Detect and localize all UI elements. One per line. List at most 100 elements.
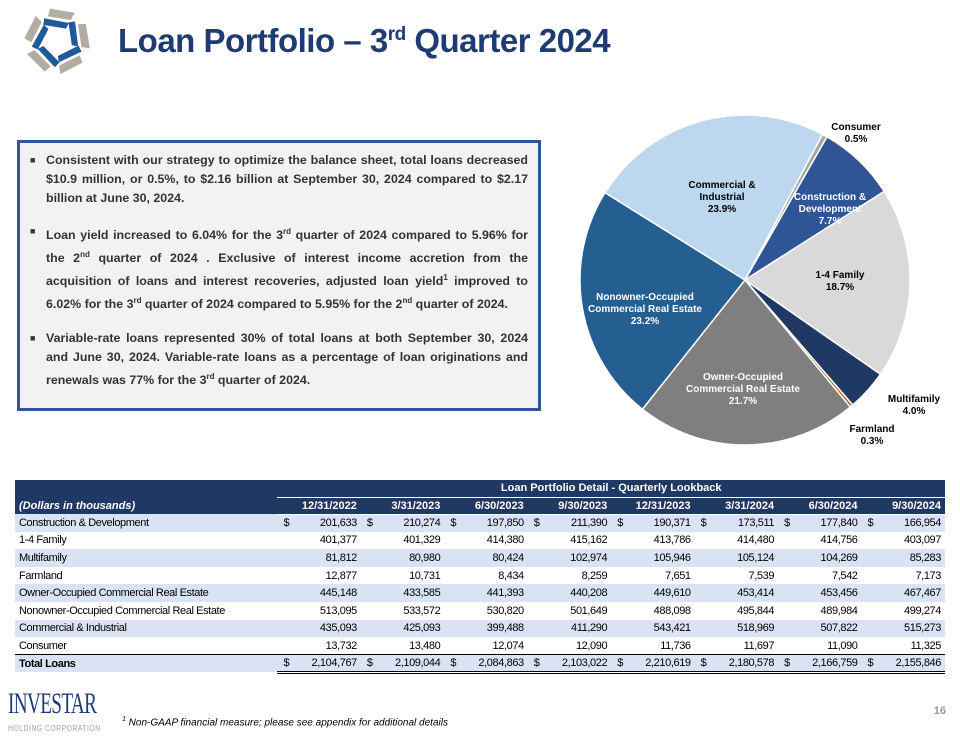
currency-symbol xyxy=(611,637,630,656)
currency-symbol xyxy=(444,619,463,638)
table-row: Consumer 13,732 13,480 12,074 12,090 11,736 11… xyxy=(15,637,945,656)
currency-symbol xyxy=(444,549,463,567)
table-row: 1-4 Family 401,377 401,329 414,380 415,162 41… xyxy=(15,532,945,550)
currency-symbol xyxy=(778,637,797,656)
cell-value: 433,585 xyxy=(378,584,445,602)
currency-symbol xyxy=(527,619,546,638)
cell-value: 12,074 xyxy=(462,637,528,656)
cell-value: 415,162 xyxy=(570,534,608,547)
column-header: 6/30/2024 xyxy=(778,497,862,515)
row-label: Nonowner-Occupied Commercial Real Estate xyxy=(19,604,225,617)
currency-symbol: $ xyxy=(694,514,713,532)
column-header: 6/30/2023 xyxy=(444,497,528,515)
currency-symbol xyxy=(277,567,295,585)
currency-symbol xyxy=(861,637,880,656)
table-row: Nonowner-Occupied Commercial Real Estate… xyxy=(15,602,945,620)
currency-symbol xyxy=(528,602,546,620)
cell-value: 533,572 xyxy=(403,604,441,617)
bullet-1: ■ Consistent with our strategy to optimiz… xyxy=(30,151,528,208)
currency-symbol xyxy=(527,549,546,567)
page-title: Loan Portfolio – 3rd Quarter 2024 xyxy=(118,22,611,59)
cell-value: 105,946 xyxy=(629,549,695,567)
loan-portfolio-table: Loan Portfolio Detail - Quarterly Lookba… xyxy=(15,480,945,674)
currency-symbol xyxy=(527,584,546,602)
cell-value: 413,786 xyxy=(653,534,691,547)
currency-symbol xyxy=(611,567,629,585)
cell-value: 403,097 xyxy=(904,534,941,547)
cell-value: 401,377 xyxy=(319,534,357,547)
currency-symbol: $ xyxy=(778,514,797,532)
pie-label: Nonowner-Occupied Commercial Real Estate 2… xyxy=(588,292,702,327)
row-label: Multifamily xyxy=(15,549,278,567)
unit-label: (Dollars in thousands) xyxy=(15,497,278,514)
currency-symbol xyxy=(861,619,880,638)
row-label: Consumer xyxy=(15,637,278,656)
currency-symbol: $ xyxy=(277,654,296,674)
cell-value: 2,104,767 xyxy=(295,654,361,674)
currency-symbol: $ xyxy=(527,654,546,674)
cell-value: 414,380 xyxy=(486,534,524,547)
currency-symbol xyxy=(694,637,713,656)
cell-value: 543,421 xyxy=(629,619,695,638)
cell-value: 2,155,846 xyxy=(879,654,945,674)
currency-symbol xyxy=(277,637,296,656)
bullet-icon: ■ xyxy=(30,155,36,165)
cell-value: 440,208 xyxy=(545,584,612,602)
cell-value: 7,542 xyxy=(831,569,858,582)
currency-symbol xyxy=(778,549,797,567)
currency-symbol xyxy=(694,549,713,567)
currency-symbol xyxy=(778,619,797,638)
cell-value: 414,480 xyxy=(737,534,775,547)
cell-value: 105,124 xyxy=(712,549,779,567)
cell-value: 515,273 xyxy=(879,619,945,638)
cell-value: 8,259 xyxy=(581,569,608,582)
currency-symbol: $ xyxy=(778,654,797,674)
cell-value: 104,269 xyxy=(796,549,862,567)
loan-portfolio-pie-chart: Consumer 0.5% Construction & Development 7.7… xyxy=(579,114,941,447)
cell-value: 453,456 xyxy=(796,584,862,602)
cell-value: 7,173 xyxy=(915,569,941,582)
row-label: Construction & Development xyxy=(15,514,278,532)
table-row: Commercial & Industrial 435,093 425,093 399… xyxy=(15,619,945,638)
bullet-3: ■ Variable-rate loans represented 30% of … xyxy=(30,329,528,390)
currency-symbol xyxy=(611,584,630,602)
currency-symbol xyxy=(528,567,546,585)
currency-symbol xyxy=(277,532,295,550)
cell-value: 80,980 xyxy=(378,549,445,567)
currency-symbol xyxy=(361,602,379,620)
cell-value: 2,103,022 xyxy=(545,654,612,674)
currency-symbol xyxy=(861,584,880,602)
cell-value: 12,090 xyxy=(545,637,612,656)
cell-value: 441,393 xyxy=(462,584,528,602)
pie-slice-owner-occupied-commercial-real-estate xyxy=(641,278,852,446)
table-row: Owner-Occupied Commercial Real Estate 445… xyxy=(15,584,945,602)
currency-symbol: $ xyxy=(277,514,296,532)
currency-symbol xyxy=(778,532,796,550)
cell-value: 7,539 xyxy=(748,569,775,582)
investar-logo: INVESTAR HOLDING CORPORATION xyxy=(8,689,116,736)
currency-symbol xyxy=(778,584,797,602)
pie-label: Construction & Development 7.7% xyxy=(794,192,866,227)
table-row: Multifamily 81,812 80,980 80,424 102,974 105,… xyxy=(15,549,945,567)
currency-symbol xyxy=(861,549,880,567)
cell-value: 411,290 xyxy=(545,619,612,638)
currency-symbol xyxy=(444,532,462,550)
cell-value: 11,736 xyxy=(629,637,695,656)
cell-value: 8,434 xyxy=(498,569,524,582)
currency-symbol xyxy=(611,549,630,567)
currency-symbol xyxy=(862,567,880,585)
pie-label: Commercial & Industrial 23.9% xyxy=(688,180,755,215)
currency-symbol xyxy=(695,567,713,585)
currency-symbol xyxy=(862,532,880,550)
cell-value: 11,090 xyxy=(796,637,862,656)
cell-value: 210,274 xyxy=(378,514,445,532)
pie-label: Multifamily 4.0% xyxy=(888,394,941,417)
cell-value: 530,820 xyxy=(486,604,524,617)
currency-symbol: $ xyxy=(611,514,630,532)
logo-subtitle: HOLDING CORPORATION xyxy=(8,724,101,733)
row-label: Owner-Occupied Commercial Real Estate xyxy=(15,584,278,602)
cell-value: 401,329 xyxy=(403,534,441,547)
currency-symbol xyxy=(360,619,379,638)
currency-symbol: $ xyxy=(444,514,463,532)
cell-value: 13,732 xyxy=(295,637,361,656)
